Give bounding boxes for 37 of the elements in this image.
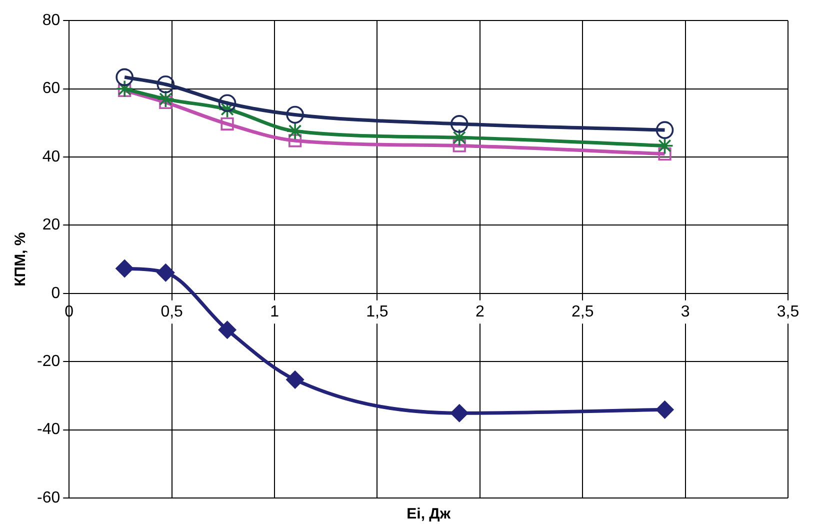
point [450,404,468,422]
y-tick-label: 80 [42,12,60,30]
point [116,68,134,86]
x-tick-label: 0,5 [160,303,184,320]
point [288,134,302,148]
point [450,115,468,133]
x-tick-label: 3,5 [776,303,800,320]
y-tick-label: 0 [51,284,60,302]
y-tick-label: -60 [37,489,60,506]
point [286,106,304,124]
x-tick-label: 2,5 [571,303,594,320]
x-tick-label: 3 [680,303,690,320]
point [656,121,674,139]
point [656,400,674,419]
point [156,264,175,282]
y-tick-label: -20 [37,353,60,370]
point [156,75,175,94]
point [218,320,236,339]
point [452,139,466,152]
y-tick-label: 20 [42,216,60,234]
point [116,80,134,98]
point [286,370,304,389]
point [159,96,172,109]
y-tick-label: 60 [42,80,60,98]
point [156,90,175,108]
x-tick-label: 1,5 [366,303,388,320]
x-tick-label: 1 [270,303,280,320]
point [116,260,134,278]
y-axis-title: КПМ, % [12,232,30,286]
x-axis-title: Ei, Дж [406,506,451,523]
point [218,94,236,112]
point [220,117,234,130]
y-tick-label: -40 [37,421,60,438]
y-tick-label: 40 [42,148,60,166]
point [286,122,304,140]
point [658,147,672,160]
x-tick-label: 2 [475,303,484,320]
